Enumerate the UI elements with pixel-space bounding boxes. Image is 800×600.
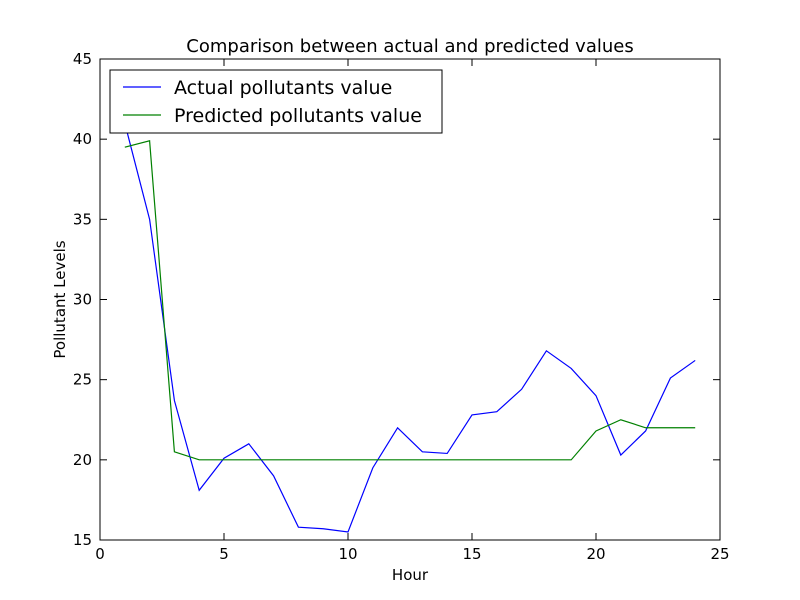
y-tick-label: 20	[73, 451, 92, 469]
y-tick-label: 15	[73, 531, 92, 549]
series-line-predicted	[124, 140, 696, 461]
plot-area: 0 5 10 15 20 25 15 20 25 30 35 40 45	[73, 50, 730, 563]
legend: Actual pollutants value Predicted polluta…	[109, 69, 443, 134]
legend-label: Actual pollutants value	[174, 77, 392, 99]
x-tick-label: 5	[219, 545, 229, 563]
x-tick-label: 15	[462, 545, 481, 563]
y-tick-label: 30	[73, 291, 92, 309]
y-axis-label: Pollutant Levels	[51, 240, 69, 358]
x-tick-label: 10	[338, 545, 357, 563]
x-tick-label: 20	[586, 545, 605, 563]
y-tick-label: 45	[73, 50, 92, 68]
y-tick-label: 40	[73, 130, 92, 148]
x-axis-label: Hour	[392, 566, 429, 584]
y-tick-label: 25	[73, 371, 92, 389]
legend-label: Predicted pollutants value	[174, 105, 422, 127]
x-tick-label: 0	[95, 545, 105, 563]
legend-box	[109, 69, 443, 134]
chart-title: Comparison between actual and predicted …	[186, 36, 633, 57]
x-tick-label: 25	[710, 545, 729, 563]
series-line-actual	[124, 122, 696, 533]
y-tick-label: 35	[73, 210, 92, 228]
